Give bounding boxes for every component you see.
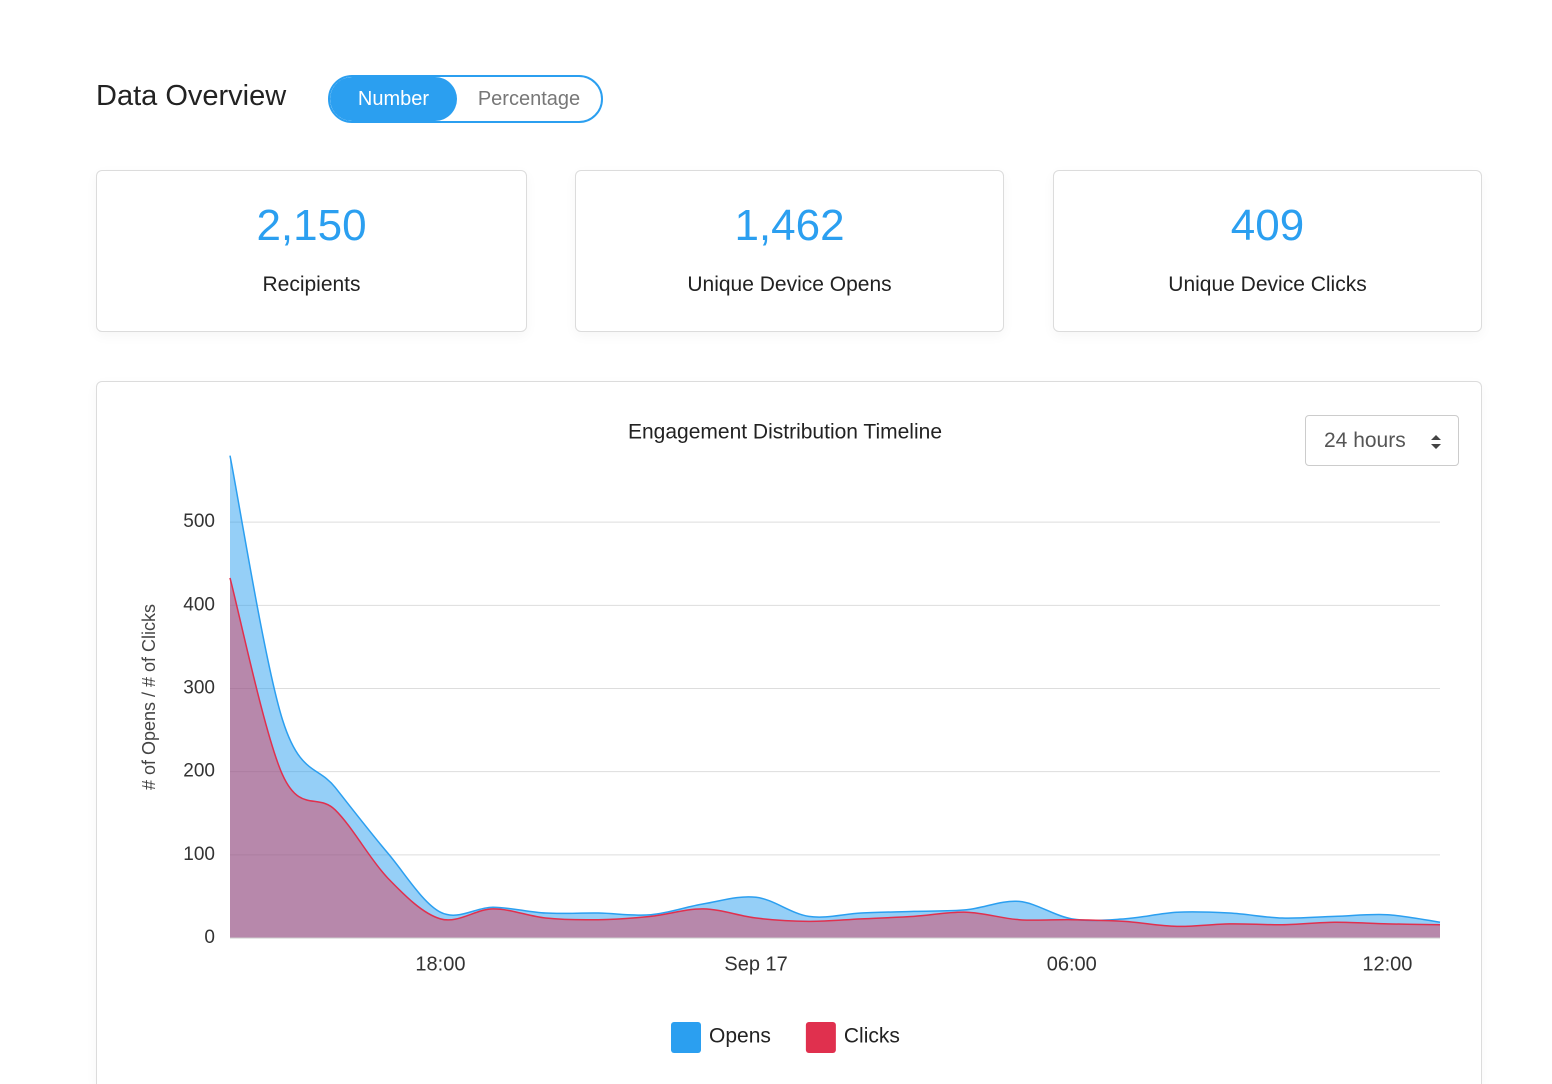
stat-value: 1,462	[734, 201, 845, 250]
legend-swatch	[671, 1022, 701, 1053]
legend-label: Clicks	[844, 1025, 900, 1048]
area	[230, 455, 1440, 938]
toggle: Number Percentage	[328, 75, 603, 123]
stat-value: 2,150	[256, 201, 367, 250]
stat-label: Unique Device Opens	[687, 273, 892, 296]
legend-swatch	[805, 1022, 836, 1053]
range-select[interactable]: 24 hours	[1305, 415, 1459, 466]
y-tick-label: 300	[183, 678, 215, 699]
x-tick-label: 06:00	[1047, 953, 1097, 975]
y-tick-label: 200	[183, 761, 215, 782]
line	[229, 455, 1441, 923]
stat-value: 409	[1230, 201, 1305, 250]
stat-card: 409 Unique Device Clicks	[1053, 170, 1482, 332]
toggle-option[interactable]: Percentage	[477, 88, 581, 110]
stat-label: Unique Device Clicks	[1168, 273, 1367, 296]
legend-label: Opens	[709, 1025, 771, 1048]
select-arrows	[1431, 435, 1441, 449]
x-tick-label: 18:00	[415, 953, 465, 975]
x-tick-label: Sep 17	[724, 953, 787, 975]
range-select-text: 24 hours	[1324, 429, 1406, 452]
stat-label: Recipients	[262, 273, 361, 296]
y-axis-label: # of Opens / # of Clicks	[139, 604, 159, 790]
stat-card: 1,462 Unique Device Opens	[575, 170, 1004, 332]
chart-card	[96, 381, 1482, 1084]
x-tick-label: 12:00	[1362, 953, 1412, 975]
stat-card: 2,150 Recipients	[96, 170, 527, 332]
y-tick-label: 400	[183, 594, 215, 615]
chart-title: Engagement Distribution Timeline	[628, 421, 942, 444]
y-tick-label: 500	[183, 511, 215, 532]
toggle-option[interactable]: Number	[330, 77, 457, 121]
page-title: Data Overview	[96, 80, 287, 112]
y-tick-label: 100	[183, 844, 215, 865]
line	[229, 577, 1441, 928]
y-tick-label: 0	[204, 927, 215, 948]
area	[230, 577, 1440, 938]
